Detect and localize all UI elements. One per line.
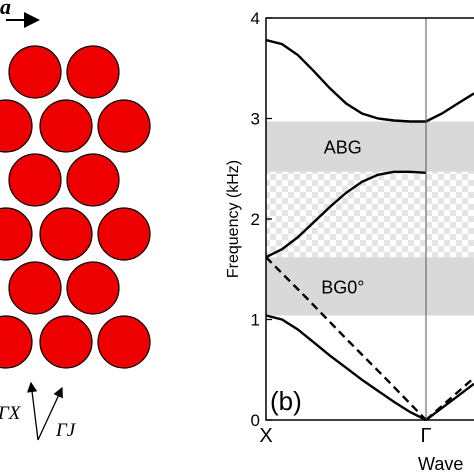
scatterer-circle [0,315,33,369]
scatterer-circle [97,315,151,369]
gamma-x-arrow [26,381,39,441]
scatterer-circle [66,261,120,315]
lattice-constant-label: a [0,0,11,19]
dashed-dispersion-line [265,256,427,421]
band-gap-label: ABG [324,138,362,158]
gamma-j-label: ΓJ [55,420,77,441]
dispersion-line [265,170,427,259]
scatterer-circle [39,99,93,153]
direction-arrows: ΓX ΓJ [0,381,77,441]
y-tick-label: 2 [251,210,260,229]
x-axis-label: Wave [418,454,463,474]
y-tick-label: 0 [251,411,260,430]
panel-label: (b) [270,386,302,416]
dispersion-line [425,382,474,421]
scatterer-circle [66,45,120,99]
dashed-dispersion-line [425,376,474,421]
panel-a-lattice: a ΓX ΓJ [0,0,151,441]
scatterer-circle [8,153,62,207]
scatterer-circle [97,207,151,261]
scatterer-circle [8,261,62,315]
y-tick-label: 3 [251,110,260,129]
band-gap-region [266,171,474,258]
scatterer-circle [0,99,33,153]
y-tick-label: 1 [251,311,260,330]
x-tick-label: X [259,425,272,447]
gamma-x-label: ΓX [0,403,22,424]
scatterer-circle [97,99,151,153]
scatterer-circle [8,45,62,99]
scatterer-circle [39,207,93,261]
gamma-j-arrow [37,386,63,441]
scatterer-circle [0,207,33,261]
dispersion-curves [265,38,474,422]
y-tick-label: 4 [251,9,260,28]
band-gaps: ABG BG0° [266,121,474,316]
scatterer-circle [39,315,93,369]
dispersion-line [265,314,427,422]
y-axis-ticks: 0 1 2 3 4 [251,9,272,430]
dispersion-line [265,38,426,123]
band-gap-region [266,121,474,172]
x-tick-label: Γ [420,425,431,447]
scatterer-circle [66,153,120,207]
scatterer-lattice [0,45,151,369]
y-axis-label: Frequency (kHz) [225,160,242,278]
band-gap-region [266,257,474,316]
band-gap-label: BG0° [321,277,364,297]
dispersion-line [425,92,474,123]
